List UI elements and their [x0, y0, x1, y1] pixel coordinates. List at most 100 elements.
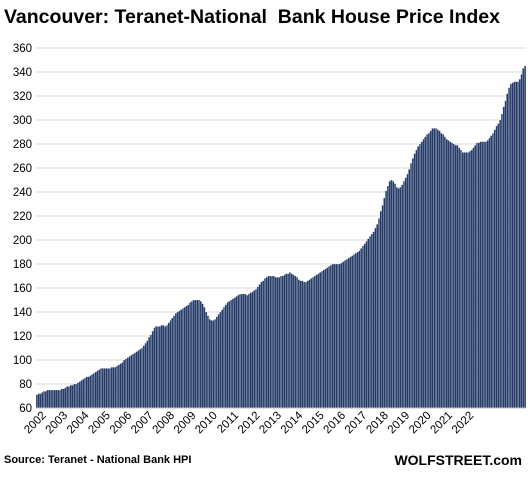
- bar: [144, 343, 147, 409]
- source-note: Source: Teranet - National Bank HPI: [4, 454, 192, 466]
- bar: [50, 389, 53, 409]
- bar: [502, 106, 505, 409]
- bar: [73, 383, 76, 409]
- bar: [451, 142, 454, 409]
- bar: [329, 265, 332, 409]
- bar: [345, 259, 348, 409]
- y-tick-label: 60: [19, 403, 32, 415]
- bar: [288, 272, 291, 409]
- bar: [46, 389, 49, 409]
- bar: [317, 273, 320, 409]
- bar: [280, 275, 282, 409]
- bar: [69, 385, 72, 409]
- bar: [44, 391, 47, 409]
- y-tick-label: 300: [13, 115, 32, 127]
- y-tick-label: 100: [13, 355, 32, 367]
- bar: [515, 81, 518, 409]
- bar: [426, 134, 429, 409]
- y-tick-label: 80: [19, 379, 32, 391]
- bar: [164, 326, 167, 409]
- bar: [304, 281, 307, 409]
- bar: [37, 393, 40, 409]
- bar: [226, 302, 229, 409]
- bar: [500, 113, 503, 409]
- bar: [392, 181, 395, 409]
- bar: [137, 350, 140, 409]
- bar: [149, 334, 152, 409]
- bar: [256, 286, 259, 409]
- bar: [176, 311, 179, 409]
- bar: [274, 277, 277, 409]
- bar: [180, 309, 183, 409]
- bar: [130, 355, 133, 409]
- bar: [285, 273, 288, 409]
- bar: [404, 177, 407, 409]
- bar: [395, 187, 398, 409]
- bar: [114, 367, 117, 409]
- bar: [511, 82, 514, 409]
- bar: [41, 392, 44, 409]
- bar: [196, 299, 199, 409]
- bar: [214, 319, 217, 409]
- bar: [335, 263, 338, 409]
- bar: [495, 125, 498, 409]
- bar: [454, 145, 457, 409]
- x-tick-label: 2010: [193, 410, 220, 437]
- bar: [452, 143, 455, 409]
- bar: [468, 151, 471, 409]
- x-tick-label: 2021: [428, 410, 455, 437]
- bar: [139, 349, 142, 409]
- bar: [386, 185, 389, 409]
- bar: [260, 281, 263, 409]
- bar: [410, 163, 413, 409]
- bar: [92, 373, 95, 409]
- bar: [169, 320, 172, 409]
- bar: [133, 352, 136, 409]
- bar: [353, 254, 356, 409]
- bar: [91, 374, 94, 409]
- bar: [381, 205, 384, 409]
- bar: [431, 128, 434, 409]
- bar: [299, 280, 302, 409]
- bar: [315, 274, 318, 409]
- bar: [326, 267, 329, 409]
- bar: [283, 274, 286, 409]
- bar: [233, 297, 236, 409]
- bar: [194, 299, 197, 409]
- bar: [221, 309, 224, 409]
- bar: [182, 308, 184, 409]
- bar: [51, 389, 54, 409]
- bar: [486, 140, 489, 409]
- chart-title: Vancouver: Teranet-National Bank House P…: [4, 6, 500, 28]
- bar: [117, 364, 120, 409]
- bar: [48, 389, 51, 409]
- bar: [162, 325, 165, 409]
- bar: [230, 299, 233, 409]
- bar: [247, 293, 250, 409]
- bar: [493, 129, 496, 409]
- bar: [249, 292, 252, 409]
- bar: [265, 277, 268, 409]
- bar: [344, 260, 347, 409]
- y-tick-label: 160: [13, 283, 32, 295]
- y-tick-label: 220: [13, 211, 32, 223]
- bar: [217, 314, 220, 409]
- bar: [57, 389, 60, 409]
- bar: [401, 184, 404, 409]
- y-tick-label: 240: [13, 187, 32, 199]
- bar: [151, 331, 154, 409]
- bar: [499, 119, 502, 409]
- watermark: WOLFSTREET.com: [394, 452, 522, 468]
- x-tick-label: 2015: [300, 410, 327, 437]
- bar: [333, 263, 336, 409]
- x-tick-labels: 2002200320042005200620072008200920102011…: [22, 409, 476, 436]
- bar: [98, 369, 101, 409]
- bar: [100, 368, 103, 409]
- bar: [488, 137, 491, 409]
- bar: [312, 277, 315, 409]
- bar: [116, 365, 119, 409]
- bar: [443, 136, 446, 409]
- bar: [415, 149, 418, 409]
- bar: [263, 278, 266, 409]
- bar: [235, 296, 238, 409]
